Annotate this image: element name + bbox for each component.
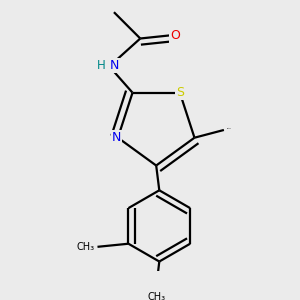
Text: CH₃: CH₃ <box>147 292 165 300</box>
Text: H: H <box>97 59 106 72</box>
Text: S: S <box>176 86 184 99</box>
Text: methyl: methyl <box>226 128 231 129</box>
Text: CH₃: CH₃ <box>76 242 94 252</box>
Text: N: N <box>109 59 119 72</box>
Text: N: N <box>112 131 121 144</box>
Text: O: O <box>170 29 180 42</box>
